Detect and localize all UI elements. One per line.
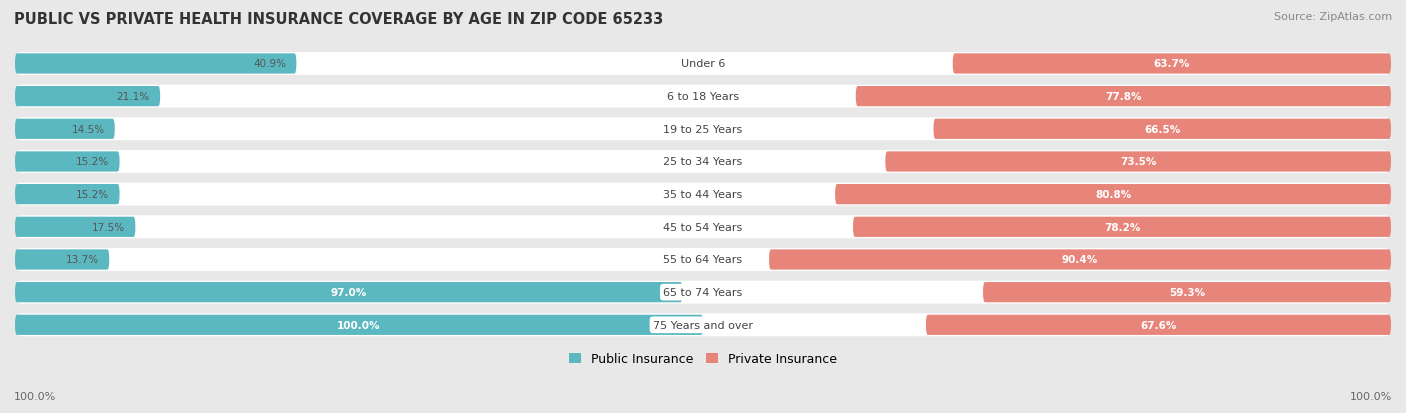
Text: 14.5%: 14.5%: [72, 124, 104, 135]
FancyBboxPatch shape: [17, 216, 1389, 239]
FancyBboxPatch shape: [15, 87, 160, 107]
FancyBboxPatch shape: [17, 85, 1389, 108]
FancyBboxPatch shape: [983, 282, 1391, 303]
Text: 15.2%: 15.2%: [76, 190, 110, 199]
FancyBboxPatch shape: [17, 53, 1389, 76]
Text: 75 Years and over: 75 Years and over: [652, 320, 754, 330]
FancyBboxPatch shape: [835, 185, 1391, 205]
Text: 13.7%: 13.7%: [66, 255, 98, 265]
FancyBboxPatch shape: [927, 315, 1391, 335]
Text: 73.5%: 73.5%: [1121, 157, 1156, 167]
Text: 66.5%: 66.5%: [1144, 124, 1181, 135]
FancyBboxPatch shape: [856, 87, 1391, 107]
FancyBboxPatch shape: [17, 313, 1389, 337]
Text: 59.3%: 59.3%: [1168, 287, 1205, 297]
Text: 78.2%: 78.2%: [1104, 222, 1140, 232]
FancyBboxPatch shape: [886, 152, 1391, 172]
FancyBboxPatch shape: [15, 282, 682, 303]
FancyBboxPatch shape: [17, 183, 1389, 206]
Text: 65 to 74 Years: 65 to 74 Years: [664, 287, 742, 297]
FancyBboxPatch shape: [15, 54, 297, 74]
Text: 90.4%: 90.4%: [1062, 255, 1098, 265]
Text: 67.6%: 67.6%: [1140, 320, 1177, 330]
FancyBboxPatch shape: [17, 281, 1389, 304]
Text: 80.8%: 80.8%: [1095, 190, 1132, 199]
Text: Under 6: Under 6: [681, 59, 725, 69]
FancyBboxPatch shape: [15, 152, 120, 172]
Text: 55 to 64 Years: 55 to 64 Years: [664, 255, 742, 265]
FancyBboxPatch shape: [953, 54, 1391, 74]
Text: 6 to 18 Years: 6 to 18 Years: [666, 92, 740, 102]
Text: 45 to 54 Years: 45 to 54 Years: [664, 222, 742, 232]
Legend: Public Insurance, Private Insurance: Public Insurance, Private Insurance: [564, 347, 842, 370]
FancyBboxPatch shape: [15, 250, 110, 270]
Text: PUBLIC VS PRIVATE HEALTH INSURANCE COVERAGE BY AGE IN ZIP CODE 65233: PUBLIC VS PRIVATE HEALTH INSURANCE COVER…: [14, 12, 664, 27]
Text: Source: ZipAtlas.com: Source: ZipAtlas.com: [1274, 12, 1392, 22]
Text: 100.0%: 100.0%: [1350, 391, 1392, 401]
Text: 100.0%: 100.0%: [14, 391, 56, 401]
FancyBboxPatch shape: [853, 217, 1391, 237]
Text: 35 to 44 Years: 35 to 44 Years: [664, 190, 742, 199]
Text: 19 to 25 Years: 19 to 25 Years: [664, 124, 742, 135]
Text: 63.7%: 63.7%: [1154, 59, 1189, 69]
FancyBboxPatch shape: [934, 119, 1391, 140]
Text: 15.2%: 15.2%: [76, 157, 110, 167]
FancyBboxPatch shape: [15, 315, 703, 335]
Text: 100.0%: 100.0%: [337, 320, 381, 330]
FancyBboxPatch shape: [17, 249, 1389, 271]
FancyBboxPatch shape: [15, 185, 120, 205]
Text: 77.8%: 77.8%: [1105, 92, 1142, 102]
FancyBboxPatch shape: [17, 151, 1389, 173]
Text: 25 to 34 Years: 25 to 34 Years: [664, 157, 742, 167]
FancyBboxPatch shape: [15, 217, 135, 237]
FancyBboxPatch shape: [769, 250, 1391, 270]
Text: 97.0%: 97.0%: [330, 287, 367, 297]
Text: 40.9%: 40.9%: [253, 59, 285, 69]
FancyBboxPatch shape: [17, 118, 1389, 141]
Text: 21.1%: 21.1%: [117, 92, 150, 102]
Text: 17.5%: 17.5%: [91, 222, 125, 232]
FancyBboxPatch shape: [15, 119, 115, 140]
